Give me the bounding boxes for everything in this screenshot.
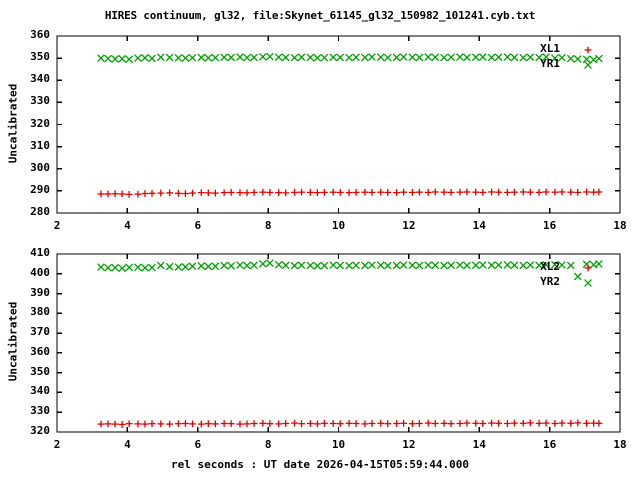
legend-marker-XL2 xyxy=(584,264,592,272)
x-tick-label: 6 xyxy=(194,438,202,451)
page-title: HIRES continuum, gl32, file:Skynet_61145… xyxy=(104,9,536,22)
y-tick-label: 410 xyxy=(30,246,50,259)
y-tick-label: 310 xyxy=(30,138,50,152)
x-tick-label: 10 xyxy=(331,438,346,451)
legend-marker-YR2 xyxy=(584,279,592,287)
legend-label-YR1: YR1 xyxy=(540,57,560,70)
legend-marker-XL1 xyxy=(584,46,592,54)
series-XL2 xyxy=(97,419,603,428)
y-tick-label: 300 xyxy=(30,160,50,174)
x-tick-label: 2 xyxy=(53,438,61,451)
y-tick-label: 370 xyxy=(30,325,50,339)
x-tick-label: 12 xyxy=(402,219,416,232)
y-tick-label: 350 xyxy=(30,364,50,378)
x-tick-label: 14 xyxy=(472,219,486,232)
y-tick-label: 380 xyxy=(30,305,50,319)
x-tick-label: 16 xyxy=(543,438,557,451)
y-tick-label: 290 xyxy=(30,182,50,196)
x-axis-label: rel seconds : UT date 2026-04-15T05:59:4… xyxy=(170,458,469,471)
y-tick-label: 330 xyxy=(30,94,50,108)
x-tick-label: 10 xyxy=(331,219,346,232)
series-XL1 xyxy=(97,188,603,198)
x-tick-label: 14 xyxy=(472,438,486,451)
y-tick-label: 340 xyxy=(30,384,50,398)
x-tick-label: 12 xyxy=(402,438,416,451)
y-tick-label: 350 xyxy=(30,50,50,64)
x-tick-label: 8 xyxy=(264,438,272,451)
y-tick-label: 320 xyxy=(30,116,50,130)
panel-top xyxy=(56,35,621,214)
y-tick-label: 330 xyxy=(30,404,50,418)
y-tick-label: 340 xyxy=(30,72,50,86)
panel-bottom xyxy=(56,253,621,433)
y-tick-label: 360 xyxy=(30,28,50,41)
x-tick-label: 18 xyxy=(613,219,627,232)
y-tick-label: 320 xyxy=(30,424,50,437)
y-tick-label: 390 xyxy=(30,285,50,299)
y-tick-label: 280 xyxy=(30,205,50,218)
x-tick-label: 4 xyxy=(124,219,131,232)
x-tick-label: 16 xyxy=(543,219,557,232)
legend-label-XL2: XL2 xyxy=(540,260,560,273)
legend-label-XL1: XL1 xyxy=(540,42,560,55)
x-tick-label: 6 xyxy=(194,219,202,232)
x-tick-label: 2 xyxy=(53,219,61,232)
series-YR1 xyxy=(97,52,603,64)
series-YR2 xyxy=(97,259,603,281)
legend-label-YR2: YR2 xyxy=(540,275,560,288)
y-tick-label: 360 xyxy=(30,344,50,358)
legend-marker-YR1 xyxy=(584,61,592,69)
x-tick-label: 18 xyxy=(613,438,627,451)
x-tick-label: 8 xyxy=(264,219,272,232)
x-tick-label: 4 xyxy=(124,438,131,451)
y-tick-label: 400 xyxy=(30,265,50,279)
